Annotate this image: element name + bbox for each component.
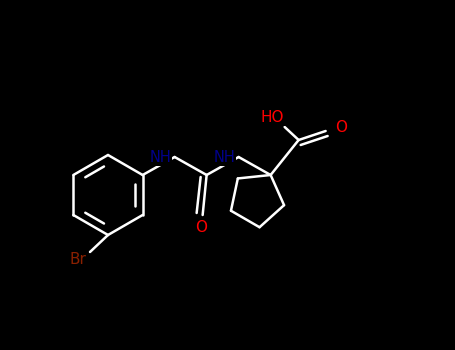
Text: Br: Br xyxy=(70,252,86,267)
Text: NH: NH xyxy=(150,150,172,166)
Text: HO: HO xyxy=(261,111,284,126)
Text: NH: NH xyxy=(214,150,236,166)
Text: O: O xyxy=(195,220,207,236)
Text: O: O xyxy=(334,119,347,134)
